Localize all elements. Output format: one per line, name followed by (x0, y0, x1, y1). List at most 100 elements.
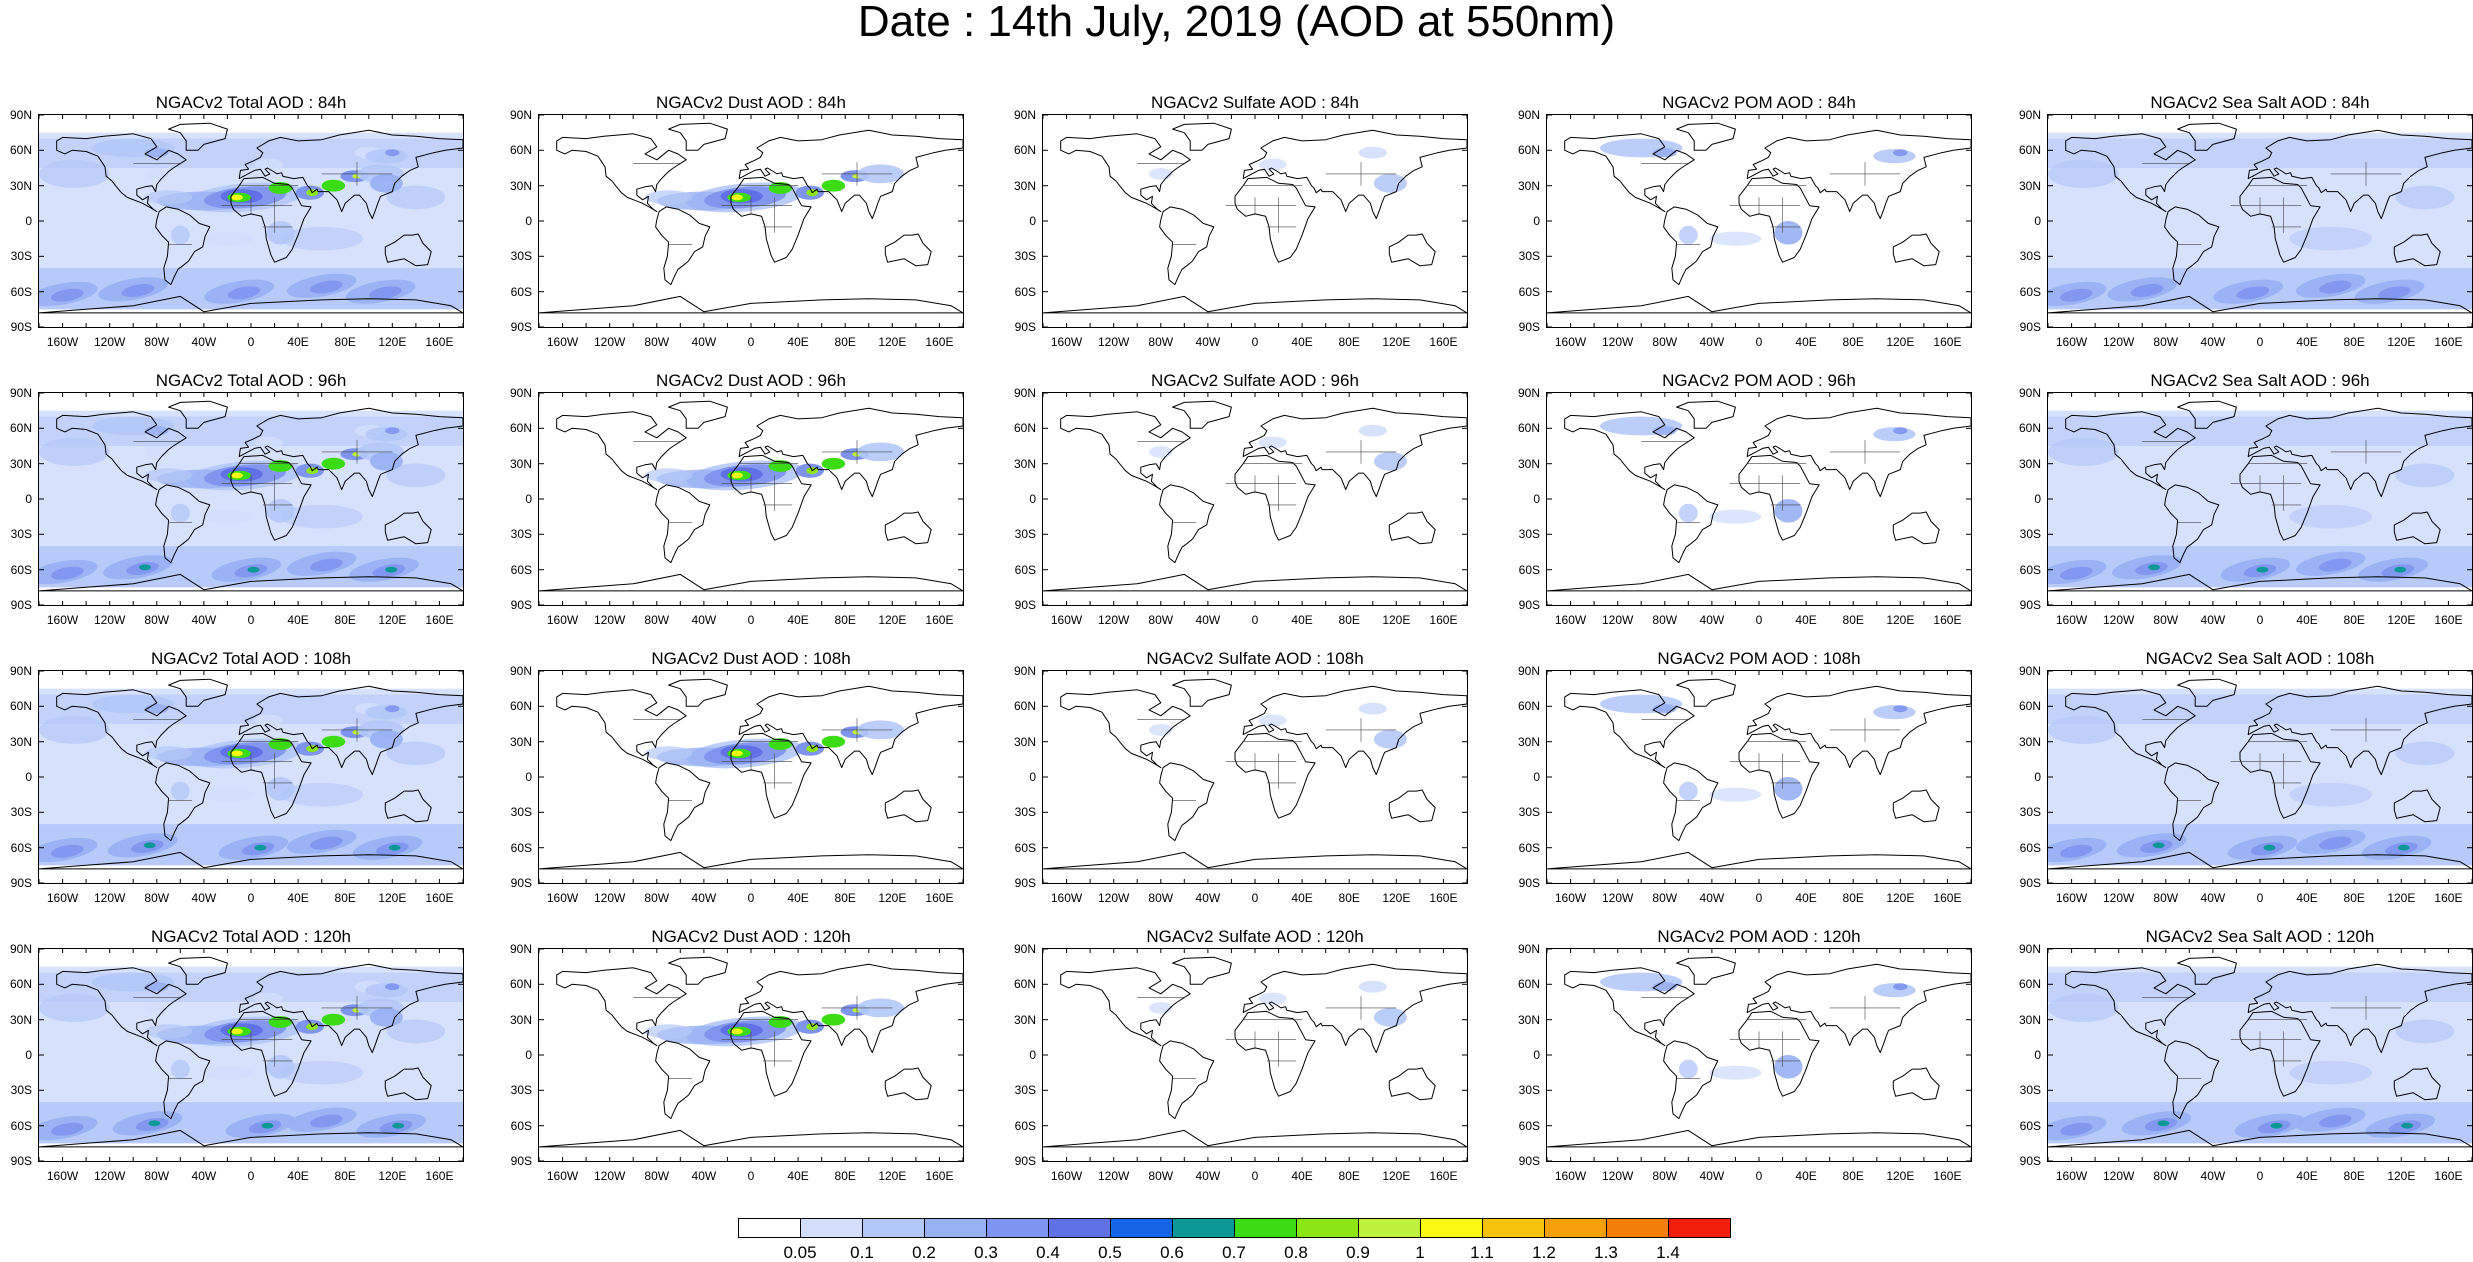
longitude-tick-label: 40E (2296, 1169, 2318, 1183)
longitude-tick-label: 40E (787, 891, 809, 905)
colorbar-swatch (1110, 1218, 1173, 1238)
coastline (1242, 129, 1467, 220)
colorbar-label: 0.2 (912, 1243, 936, 1262)
map-panel-total-108h: NGACv2 Total AOD : 108h 90N 60N 30N 0 30S 60S 9… (0, 648, 505, 913)
coastline (1738, 176, 1820, 263)
latitude-tick-label: 90N (1013, 108, 1036, 122)
latitude-tick-label: 30N (509, 178, 532, 193)
panel-title: NGACv2 Dust AOD : 96h (656, 371, 846, 390)
map-panel-seasalt-108h: NGACv2 Sea Salt AOD : 108h 90N 60N 30N 0 30S 6… (2009, 648, 2473, 913)
latitude-tick-label: 90S (10, 876, 32, 890)
latitude-tick-label: 30S (10, 527, 32, 542)
latitude-tick-label: 0 (2034, 214, 2041, 228)
coastline (39, 295, 463, 314)
map-panel-total-84h: NGACv2 Total AOD : 84h 90N 60N 30N 0 30S 60S 90… (0, 92, 505, 357)
longitude-tick-label: 160W (2055, 613, 2088, 627)
coastline (1746, 129, 1971, 220)
longitude-tick-label: 80W (2153, 1169, 2179, 1183)
latitude-tick-label: 30N (2018, 456, 2041, 471)
longitude-tick-label: 120W (2102, 335, 2135, 349)
latitude-tick-label: 60N (1517, 421, 1540, 436)
latitude-tick-label: 90N (1013, 664, 1036, 678)
colorbar-label: 1 (1415, 1243, 1425, 1262)
coastline (539, 295, 963, 314)
longitude-tick-label: 40W (1699, 1169, 1725, 1183)
longitude-tick-label: 160E (925, 891, 954, 905)
colorbar-swatch (1606, 1218, 1669, 1238)
coastline (556, 967, 687, 1047)
longitude-tick-label: 160W (46, 613, 79, 627)
longitude-tick-label: 120W (93, 1169, 126, 1183)
longitude-tick-label: 120E (1382, 335, 1411, 349)
map-panel-dust-96h: NGACv2 Dust AOD : 96h 90N 60N 30N 0 30S 60S 90S… (500, 370, 1005, 635)
longitude-tick-label: 80W (644, 891, 670, 905)
map-panel-pom-96h: NGACv2 POM AOD : 96h 90N 60N 30N 0 30S 60S 90S 1… (1508, 370, 2013, 635)
colorbar-swatch (800, 1218, 863, 1238)
map-panel-sulfate-108h: NGACv2 Sulfate AOD : 108h 90N 60N 30N 0 30S 60… (1004, 648, 1509, 913)
panel-title: NGACv2 Total AOD : 96h (155, 371, 347, 390)
longitude-tick-label: 40W (2200, 335, 2226, 349)
longitude-tick-label: 120W (2102, 891, 2135, 905)
longitude-tick-label: 120E (2387, 335, 2416, 349)
longitude-tick-label: 0 (247, 1169, 255, 1183)
latitude-tick-label: 90N (9, 386, 32, 400)
longitude-tick-label: 40E (787, 613, 809, 627)
map-plot (539, 671, 963, 883)
latitude-tick-label: 60N (509, 143, 532, 158)
longitude-tick-label: 40W (1195, 1169, 1221, 1183)
map-frame (38, 670, 464, 884)
longitude-tick-label: 120E (1382, 1169, 1411, 1183)
longitude-tick-label: 160W (1554, 335, 1587, 349)
latitude-tick-label: 30S (510, 805, 532, 820)
coastline (238, 963, 463, 1054)
latitude-tick-label: 60N (2018, 699, 2041, 714)
longitude-tick-label: 120E (378, 613, 407, 627)
latitude-tick-label: 30S (1014, 527, 1036, 542)
colorbar-label: 0.6 (1160, 1243, 1184, 1262)
longitude-tick-label: 160E (425, 1169, 454, 1183)
latitude-tick-label: 30N (1013, 734, 1036, 749)
latitude-tick-label: 90N (1517, 386, 1540, 400)
longitude-tick-label: 40E (2296, 891, 2318, 905)
coastline (738, 129, 963, 220)
figure-title: Date : 14th July, 2019 (AOD at 550nm) (857, 0, 1616, 46)
colorbar-swatch (1048, 1218, 1111, 1238)
latitude-tick-label: 0 (1029, 492, 1036, 506)
colorbar-label: 1.2 (1532, 1243, 1556, 1262)
coastline (655, 484, 711, 564)
latitude-tick-label: 0 (25, 492, 32, 506)
coastline (1388, 1067, 1436, 1101)
latitude-tick-label: 60S (1518, 284, 1540, 299)
coastline (1060, 133, 1191, 213)
map-plot (39, 393, 463, 605)
coastline (1738, 732, 1820, 819)
latitude-tick-label: 60S (1518, 1118, 1540, 1133)
latitude-tick-label: 90S (1518, 598, 1540, 612)
latitude-tick-label: 30N (9, 178, 32, 193)
latitude-tick-label: 0 (2034, 492, 2041, 506)
longitude-tick-label: 0 (747, 1169, 755, 1183)
longitude-tick-label: 80E (834, 1169, 856, 1183)
map-plot (1547, 949, 1971, 1161)
coastline (2065, 133, 2196, 213)
latitude-tick-label: 60N (509, 421, 532, 436)
coastline (2239, 1010, 2321, 1097)
latitude-tick-label: 0 (1029, 770, 1036, 784)
longitude-tick-label: 160W (1554, 1169, 1587, 1183)
longitude-tick-label: 80E (834, 335, 856, 349)
longitude-tick-label: 120E (2387, 613, 2416, 627)
map-frame (38, 114, 464, 328)
longitude-tick-label: 160W (2055, 1169, 2088, 1183)
coastline (168, 678, 228, 707)
latitude-tick-label: 90N (1517, 664, 1540, 678)
coastline (1234, 176, 1316, 263)
latitude-tick-label: 60N (9, 977, 32, 992)
map-panel-seasalt-84h: NGACv2 Sea Salt AOD : 84h 90N 60N 30N 0 30S 60… (2009, 92, 2473, 357)
colorbar-label: 1.4 (1656, 1243, 1680, 1262)
aod-colorbar: 0.05 0.1 0.2 0.3 0.4 0.5 0.6 0.7 0.8 0.9 1 1.1 1.2 1.… (738, 1218, 1734, 1261)
coastline (1564, 411, 1695, 491)
latitude-tick-label: 30S (1014, 1083, 1036, 1098)
longitude-tick-label: 40E (1795, 891, 1817, 905)
map-plot (539, 115, 963, 327)
longitude-tick-label: 0 (2256, 1169, 2264, 1183)
